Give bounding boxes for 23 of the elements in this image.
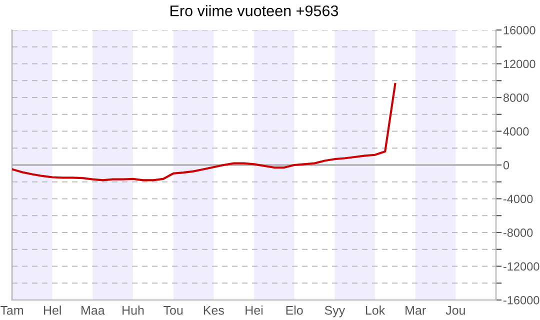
x-tick-label: Hei xyxy=(246,306,263,315)
chart-title: Ero viime vuoteen +9563 xyxy=(170,5,338,16)
x-tick-label: Tam xyxy=(0,306,23,315)
y-tick-label: 8000 xyxy=(503,94,529,102)
y-tick-label: 12000 xyxy=(504,60,536,68)
y-tick-label: -4000 xyxy=(503,194,533,204)
y-tick-label: -16000 xyxy=(503,296,540,304)
y-tick-label: 0 xyxy=(503,161,510,170)
x-tick-label: Maa xyxy=(82,306,105,315)
x-tick-label: Jou xyxy=(446,306,465,315)
y-tick-label: 4000 xyxy=(503,127,529,136)
x-tick-label: Lok xyxy=(366,306,386,315)
x-tick-label: Elo xyxy=(286,306,303,315)
line-series xyxy=(12,82,396,182)
x-tick-label: Syy xyxy=(324,306,346,318)
x-tick-label: Huh xyxy=(122,306,144,315)
x-tick-label: Kes xyxy=(204,306,224,315)
x-tick-label: Mar xyxy=(406,306,426,315)
x-tick-label: Hel xyxy=(44,306,61,315)
y-tick-label: 16000 xyxy=(504,26,536,34)
y-tick-label: -12000 xyxy=(503,262,540,271)
y-tick-label: -8000 xyxy=(503,228,533,237)
x-tick-label: Tou xyxy=(164,306,183,315)
